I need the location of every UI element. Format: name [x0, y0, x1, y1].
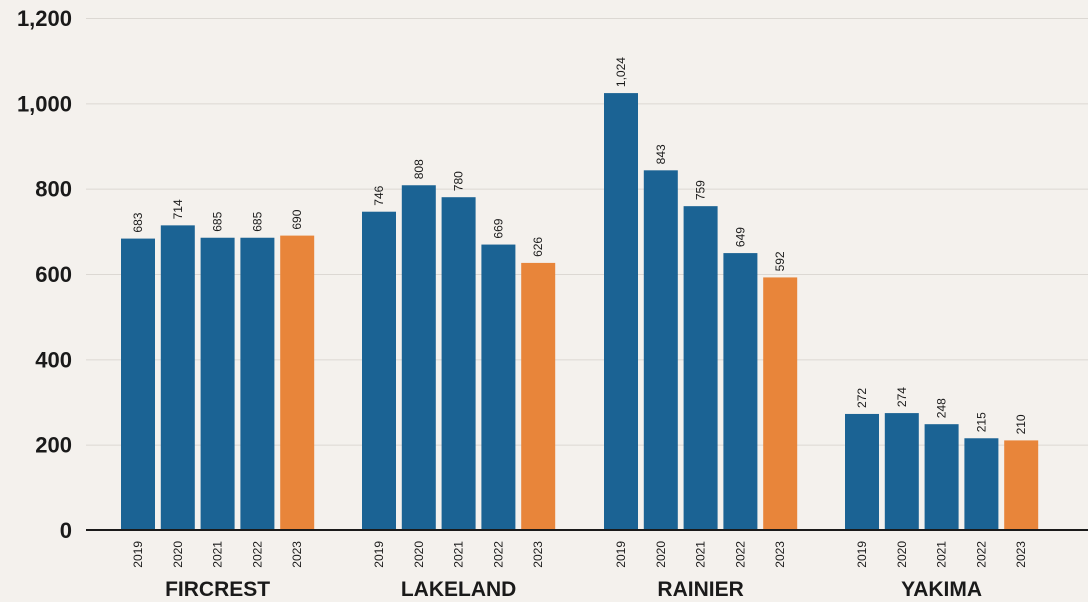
year-tick-label: 2023: [290, 541, 304, 568]
gridlines: [86, 18, 1088, 446]
value-label: 215: [974, 412, 988, 432]
year-tick-label: 2023: [1014, 541, 1028, 568]
bar: [121, 238, 155, 530]
value-labels: 683 714 685 685 690 746 808 780 669 626 1,024 843 75…: [131, 57, 1028, 435]
year-tick-label: 2023: [531, 541, 545, 568]
year-tick-label: 2020: [412, 541, 426, 568]
y-tick-label: 600: [35, 262, 72, 287]
y-tick-label: 200: [35, 433, 72, 458]
year-tick-label: 2020: [654, 541, 668, 568]
bar: [1004, 440, 1039, 530]
bar: [723, 253, 758, 531]
year-tick-label: 2019: [855, 541, 869, 568]
bar: [924, 424, 959, 530]
y-tick-label: 1,200: [17, 6, 72, 31]
value-label: 808: [412, 159, 426, 179]
value-label: 683: [131, 212, 145, 232]
year-tick-label: 2019: [614, 541, 628, 568]
value-label: 685: [250, 211, 264, 231]
value-label: 843: [654, 144, 668, 164]
y-tick-label: 0: [60, 518, 72, 543]
bar: [683, 206, 718, 530]
value-label: 714: [171, 199, 185, 219]
value-label: 626: [531, 237, 545, 257]
bar: [481, 244, 516, 530]
year-tick-label: 2022: [974, 541, 988, 568]
y-axis-tick-labels: 0 200 400 600 800 1,000 1,200: [17, 6, 72, 543]
year-tick-label: 2022: [250, 541, 264, 568]
bar: [763, 277, 798, 530]
y-tick-label: 800: [35, 177, 72, 202]
value-label: 1,024: [614, 57, 628, 87]
bars: [121, 93, 1039, 531]
year-tick-label: 2019: [131, 541, 145, 568]
bar: [441, 197, 476, 530]
value-label: 746: [372, 185, 386, 205]
bar: [280, 235, 315, 530]
year-tick-label: 2021: [452, 541, 466, 568]
bar: [643, 170, 678, 530]
x-axis-year-labels: 2019 2020 2021 2022 2023 2019 2020 2021 2022 2023…: [131, 541, 1028, 568]
value-label: 649: [733, 227, 747, 247]
value-label: 248: [935, 398, 949, 418]
year-tick-label: 2020: [895, 541, 909, 568]
bar: [240, 237, 275, 530]
value-label: 274: [895, 387, 909, 407]
year-tick-label: 2020: [171, 541, 185, 568]
y-tick-label: 1,000: [17, 91, 72, 116]
bar: [521, 262, 556, 530]
group-label: FIRCREST: [165, 578, 270, 601]
year-tick-label: 2022: [491, 541, 505, 568]
bar: [845, 413, 879, 530]
bar: [401, 185, 436, 530]
group-label: YAKIMA: [901, 578, 982, 601]
value-label: 210: [1014, 414, 1028, 434]
bar: [200, 237, 235, 530]
bar: [362, 211, 396, 530]
year-tick-label: 2022: [733, 541, 747, 568]
year-tick-label: 2023: [773, 541, 787, 568]
bar: [604, 93, 638, 531]
year-tick-label: 2021: [935, 541, 949, 568]
y-tick-label: 400: [35, 347, 72, 372]
value-label: 780: [452, 171, 466, 191]
group-label: LAKELAND: [401, 578, 517, 601]
year-tick-label: 2021: [211, 541, 225, 568]
value-label: 669: [491, 218, 505, 238]
group-label: RAINIER: [657, 578, 743, 601]
year-tick-label: 2019: [372, 541, 386, 568]
value-label: 592: [773, 251, 787, 271]
value-label: 685: [211, 211, 225, 231]
bar: [884, 413, 919, 530]
year-tick-label: 2021: [694, 541, 708, 568]
value-label: 690: [290, 209, 304, 229]
bar: [160, 225, 195, 531]
bar: [964, 438, 999, 530]
value-label: 759: [694, 180, 708, 200]
group-labels: FIRCREST LAKELAND RAINIER YAKIMA: [165, 578, 982, 601]
value-label: 272: [855, 388, 869, 408]
